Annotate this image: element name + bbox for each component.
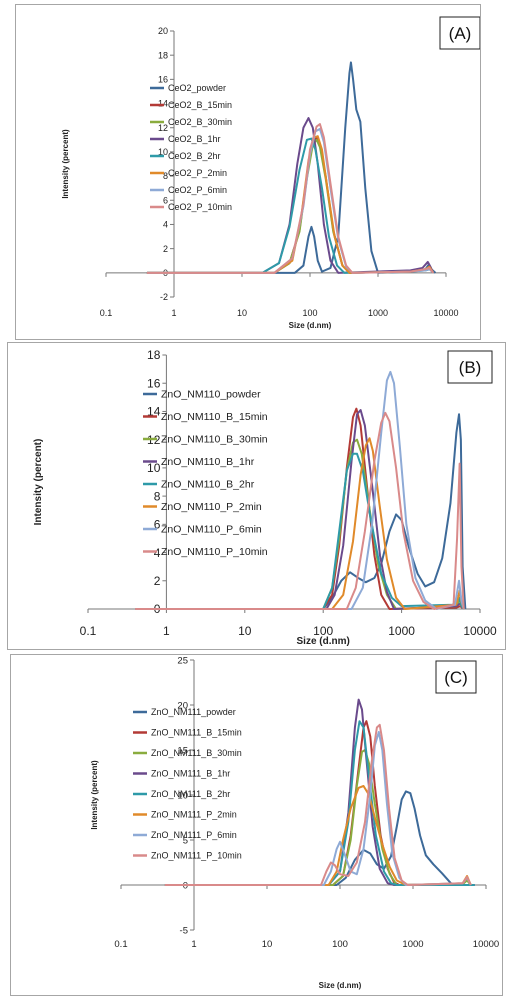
panel-tag-label: (C) xyxy=(444,668,468,687)
legend-label: ZnO_NM110_B_30min xyxy=(161,434,268,446)
panel-tag-label: (B) xyxy=(459,358,482,377)
x-tick-label: 100 xyxy=(332,939,348,950)
series-line-ceo2-p-10min xyxy=(146,123,435,274)
legend-label: ZnO_NM111_P_2min xyxy=(151,810,237,820)
panel-tag-box xyxy=(435,660,477,694)
y-tick-label: -5 xyxy=(180,925,188,936)
legend-label: ZnO_NM110_P_10min xyxy=(161,546,268,558)
panel-tag-box xyxy=(439,16,480,50)
y-tick-label: 10 xyxy=(147,461,161,475)
x-tick-label: 1 xyxy=(171,308,176,318)
y-tick-label: 25 xyxy=(177,655,188,666)
x-tick-label: 1 xyxy=(163,624,170,638)
legend-label: CeO2_powder xyxy=(168,83,226,93)
legend-label: ZnO_NM110_B_1hr xyxy=(161,456,255,468)
panel-tag-box xyxy=(447,350,493,384)
y-tick-label: 18 xyxy=(158,50,168,60)
legend-label: CeO2_P_10min xyxy=(168,202,232,212)
series-line-zno-nm111-b-2hr xyxy=(164,720,475,886)
legend-label: CeO2_P_2min xyxy=(168,168,227,178)
x-tick-label: 10 xyxy=(262,939,273,950)
y-tick-label: 8 xyxy=(154,489,161,503)
y-axis-title: Intensity (percent) xyxy=(90,760,99,830)
y-tick-label: 20 xyxy=(158,26,168,36)
series-line-zno-nm110-p-6min xyxy=(135,370,465,610)
x-tick-label: 10000 xyxy=(463,624,497,638)
legend-label: CeO2_P_6min xyxy=(168,185,227,195)
y-tick-label: 18 xyxy=(147,348,161,362)
x-tick-label: 1000 xyxy=(368,308,388,318)
legend-label: ZnO_NM111_P_6min xyxy=(151,830,237,840)
y-tick-label: 14 xyxy=(158,99,168,109)
y-tick-label: 6 xyxy=(163,195,168,205)
y-tick-label: 16 xyxy=(158,75,168,85)
x-tick-label: 0.1 xyxy=(80,624,97,638)
y-tick-label: 10 xyxy=(177,790,188,801)
y-tick-label: 6 xyxy=(154,518,161,532)
y-tick-label: 8 xyxy=(163,171,168,181)
x-tick-label: 100 xyxy=(313,624,333,638)
x-tick-label: 1000 xyxy=(388,624,415,638)
y-tick-label: 2 xyxy=(163,244,168,254)
y-tick-label: 2 xyxy=(154,574,161,588)
x-tick-label: 1000 xyxy=(402,939,423,950)
y-tick-label: -2 xyxy=(160,292,168,302)
legend-label: ZnO_NM110_B_15min xyxy=(161,411,268,423)
y-tick-label: 20 xyxy=(177,700,188,711)
y-axis-title: Intensity (percent) xyxy=(61,129,70,199)
legend-label: ZnO_NM110_powder xyxy=(161,389,261,401)
y-axis-title: Intensity (percent) xyxy=(33,439,44,526)
x-tick-label: 0.1 xyxy=(114,939,127,950)
y-tick-label: 12 xyxy=(158,123,168,133)
x-tick-label: 10 xyxy=(237,308,247,318)
x-tick-label: 10000 xyxy=(433,308,458,318)
legend-label: ZnO_NM111_powder xyxy=(151,707,236,717)
x-axis-title: Size (d.nm) xyxy=(297,636,350,647)
legend-label: ZnO_NM111_B_30min xyxy=(151,748,242,758)
legend-label: ZnO_NM111_B_15min xyxy=(151,728,242,738)
legend-label: CeO2_B_30min xyxy=(168,117,232,127)
legend-label: CeO2_B_15min xyxy=(168,100,232,110)
x-tick-label: 10 xyxy=(238,624,252,638)
series-line-zno-nm111-p-10min xyxy=(164,723,472,886)
x-tick-label: 1 xyxy=(191,939,196,950)
x-tick-label: 100 xyxy=(302,308,317,318)
legend-label: ZnO_NM110_B_2hr xyxy=(161,479,255,491)
x-tick-label: 0.1 xyxy=(100,308,113,318)
legend-label: CeO2_B_2hr xyxy=(168,151,221,161)
y-tick-label: 10 xyxy=(158,147,168,157)
y-tick-label: 15 xyxy=(177,745,188,756)
y-tick-label: 16 xyxy=(147,376,161,390)
panel-tag-label: (A) xyxy=(449,24,472,43)
y-tick-label: 14 xyxy=(147,405,161,419)
legend-label: ZnO_NM111_B_1hr xyxy=(151,769,230,779)
chart-panel-a: -2 0 2 4 6 8 10 12 14 16 18 20 0.1 1 10 100 1000 10000 Siz… xyxy=(15,4,481,340)
y-tick-label: 5 xyxy=(183,835,188,846)
legend-label: ZnO_NM110_P_2min xyxy=(161,501,262,513)
chart-panel-c: -5 0 5 10 15 20 25 0.1 1 10 100 1000 10000 Size (d.nm… xyxy=(10,654,503,996)
x-tick-label: 10000 xyxy=(473,939,499,950)
x-axis-title: Size (d.nm) xyxy=(319,981,362,990)
y-tick-label: 4 xyxy=(154,546,161,560)
legend-label: ZnO_NM110_P_6min xyxy=(161,524,262,536)
legend-label: CeO2_B_1hr xyxy=(168,134,221,144)
legend-label: ZnO_NM111_B_2hr xyxy=(151,789,230,799)
series-line-zno-nm110-p-10min xyxy=(135,411,465,610)
x-axis-title: Size (d.nm) xyxy=(289,321,332,330)
legend-label: ZnO_NM111_P_10min xyxy=(151,851,242,861)
y-tick-label: 4 xyxy=(163,220,168,230)
